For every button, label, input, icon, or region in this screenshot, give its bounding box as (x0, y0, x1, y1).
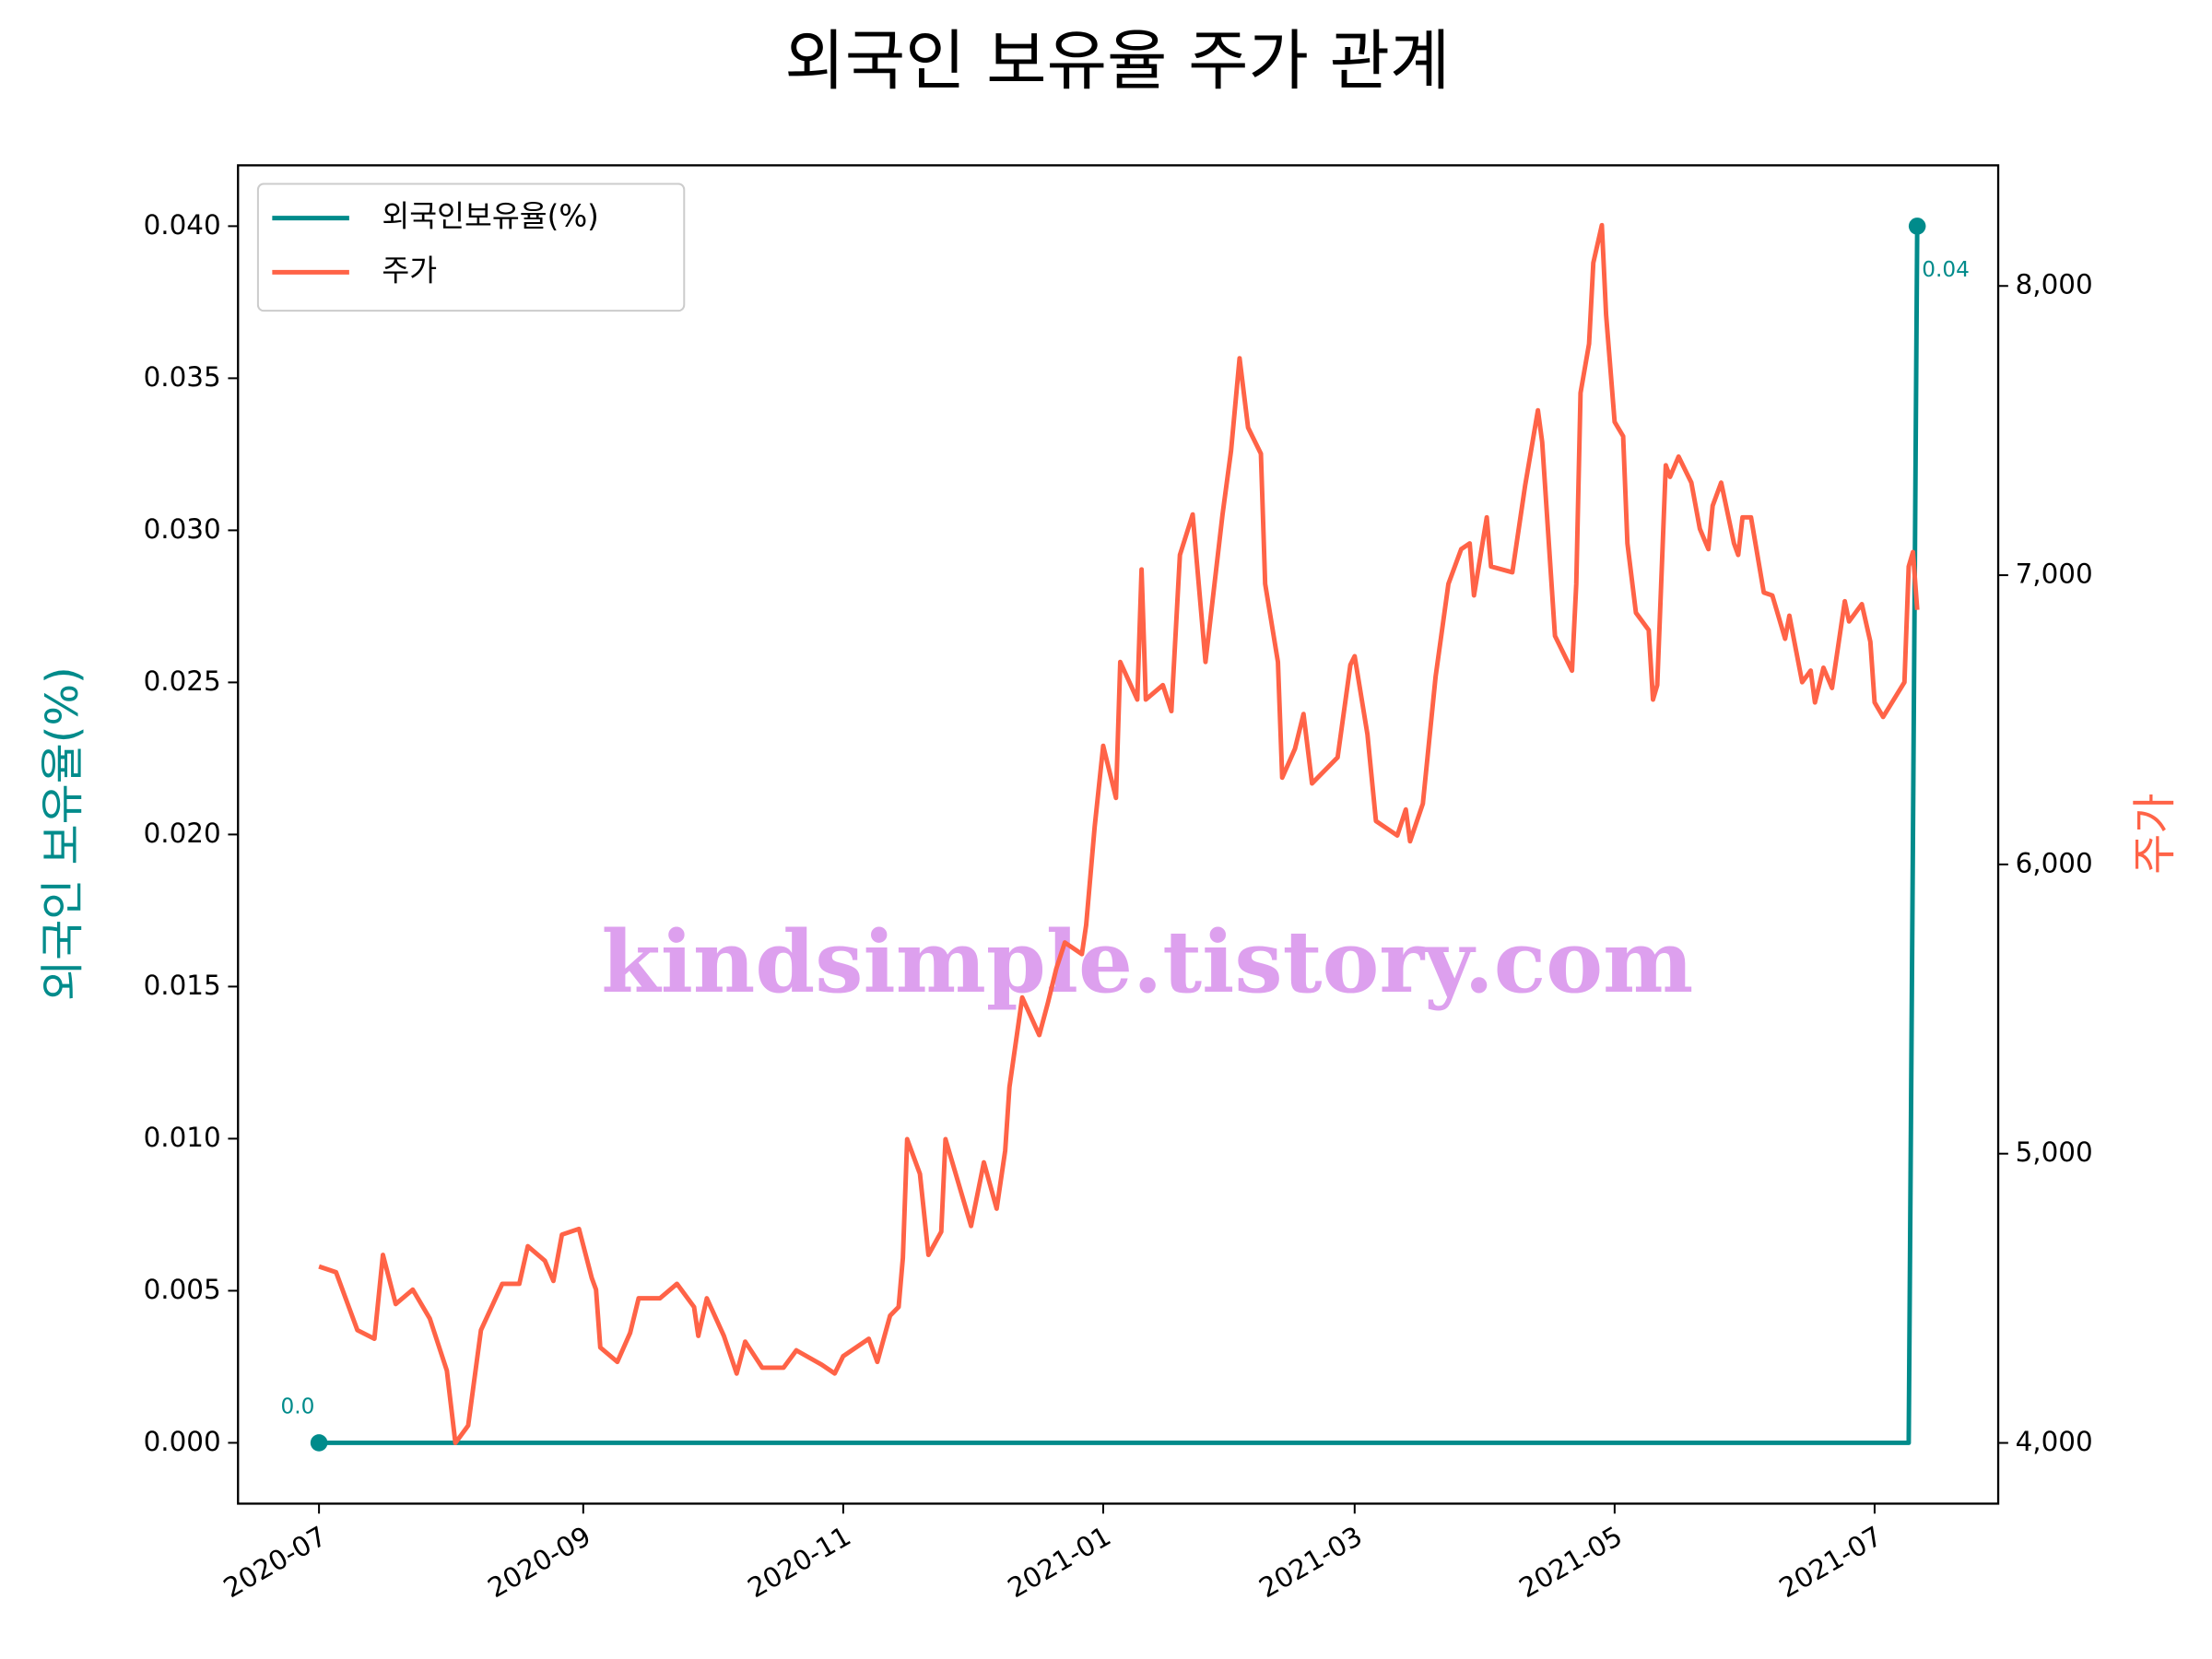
legend-label: 주가 (382, 253, 437, 288)
legend-label: 외국인보유율(%) (382, 199, 598, 234)
data-label: 0.04 (1922, 257, 1970, 282)
y-tick-label: 0.030 (144, 513, 221, 545)
x-tick-label: 2020-11 (743, 1520, 856, 1604)
y-tick-label: 0.010 (144, 1122, 221, 1153)
y-tick-label: 0.005 (144, 1274, 221, 1305)
y-tick-label: 0.040 (144, 209, 221, 241)
plot-frame (237, 164, 2000, 1505)
data-label: 0.0 (280, 1394, 314, 1418)
series-line (318, 222, 1920, 1446)
y-tick-label: 0.020 (144, 818, 221, 849)
legend-box (256, 182, 686, 312)
x-tick-label: 2020-07 (218, 1520, 332, 1604)
y2-tick-label: 4,000 (2016, 1426, 2093, 1457)
y2-tick-label: 5,000 (2016, 1136, 2093, 1168)
chart-title: 외국인 보유율 주가 관계 (784, 23, 1450, 100)
x-tick-label: 2021-05 (1513, 1520, 1627, 1604)
x-tick-label: 2021-01 (1003, 1520, 1116, 1604)
y2-tick-label: 6,000 (2016, 847, 2093, 878)
y2-axis-label: 주가 (2130, 794, 2181, 875)
series-line (319, 226, 1920, 1445)
watermark: kindsimple.tistory.com (601, 912, 1693, 1012)
y-tick-label: 0.000 (144, 1426, 221, 1457)
point-marker (310, 1434, 328, 1452)
y-tick-label: 0.035 (144, 361, 221, 393)
x-tick-label: 2021-03 (1253, 1520, 1367, 1604)
y-tick-label: 0.025 (144, 665, 221, 697)
y-tick-label: 0.015 (144, 970, 221, 1001)
y2-tick-label: 7,000 (2016, 559, 2093, 590)
x-tick-label: 2020-09 (482, 1520, 595, 1604)
x-tick-label: 2021-07 (1774, 1520, 1888, 1604)
y-axis-label: 외국인 보유율(%) (38, 666, 88, 1001)
point-marker (1908, 218, 1926, 235)
y2-tick-label: 8,000 (2016, 269, 2093, 300)
